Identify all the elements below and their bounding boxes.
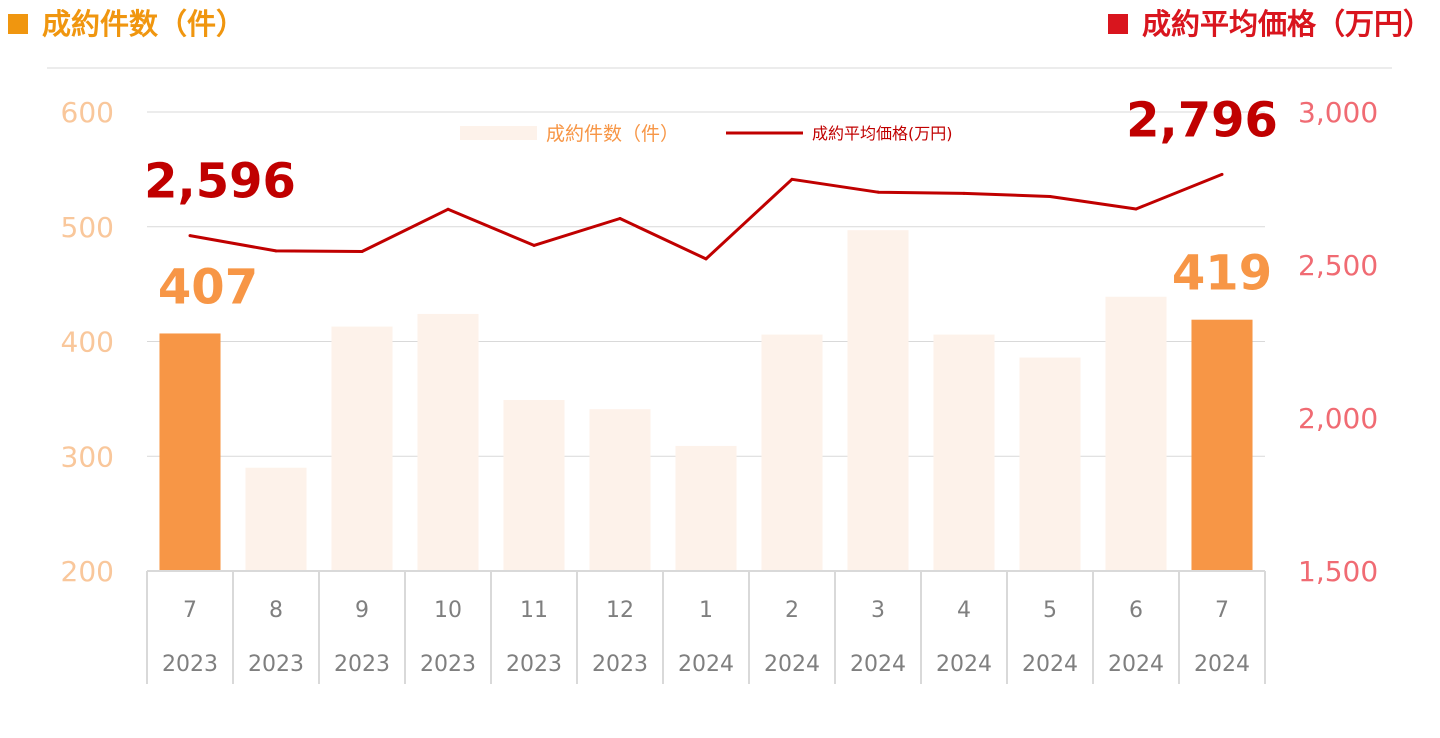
bar	[589, 409, 651, 571]
x-tick-year: 2024	[850, 652, 906, 677]
left-axis-tick: 200	[61, 555, 114, 588]
x-tick-year: 2024	[1194, 652, 1250, 677]
right-axis-tick: 2,000	[1298, 402, 1378, 435]
x-tick-month: 10	[434, 598, 462, 623]
x-tick-month: 7	[1215, 598, 1229, 623]
left-axis-tick: 300	[61, 440, 114, 473]
count-title-text: 成約件数（件）	[42, 7, 246, 41]
line-point	[704, 257, 708, 261]
line-point	[962, 191, 966, 195]
price-data-label: 2,796	[1126, 92, 1278, 148]
legend-bar-label: 成約件数（件）	[546, 123, 679, 145]
price-series-line	[189, 173, 1223, 261]
x-tick-year: 2023	[420, 652, 476, 677]
x-tick-month: 3	[871, 598, 885, 623]
x-tick-month: 4	[957, 598, 971, 623]
left-axis-tick: 600	[61, 96, 114, 129]
count-data-label: 407	[158, 259, 258, 315]
x-tick-month: 6	[1129, 598, 1143, 623]
count-title: 成約件数（件）	[8, 4, 245, 44]
x-tick-month: 9	[355, 598, 369, 623]
x-tick-month: 8	[269, 598, 283, 623]
count-data-label: 419	[1172, 246, 1272, 302]
x-tick-month: 7	[183, 598, 197, 623]
x-tick-year: 2024	[1108, 652, 1164, 677]
price-data-label: 2,596	[144, 154, 296, 210]
line-point	[790, 177, 794, 181]
x-tick-year: 2024	[1022, 652, 1078, 677]
bar	[331, 326, 393, 571]
bar	[675, 445, 737, 571]
line-point	[446, 207, 450, 211]
line-point	[360, 250, 364, 254]
bar	[245, 467, 307, 571]
line-point	[1134, 207, 1138, 211]
x-tick-month: 1	[699, 598, 713, 623]
x-tick-year: 2023	[592, 652, 648, 677]
right-axis-tick: 1,500	[1298, 555, 1378, 588]
count-title-swatch	[8, 14, 28, 34]
bar	[159, 333, 221, 571]
right-axis-tick: 3,000	[1298, 96, 1378, 129]
line-point	[188, 234, 192, 238]
bar	[933, 334, 995, 571]
line-point	[274, 249, 278, 253]
x-tick-year: 2024	[678, 652, 734, 677]
price-title-text: 成約平均価格（万円）	[1141, 7, 1432, 41]
bar	[1019, 357, 1081, 571]
bar	[417, 313, 479, 571]
bar	[1191, 319, 1253, 571]
bar	[847, 230, 909, 571]
line-point	[876, 190, 880, 194]
legend-line-label: 成約平均価格(万円)	[812, 124, 953, 143]
price-title-swatch	[1107, 14, 1128, 34]
x-tick-year: 2023	[506, 652, 562, 677]
x-tick-year: 2023	[162, 652, 218, 677]
bar	[761, 334, 823, 571]
x-tick-month: 2	[785, 598, 799, 623]
right-axis-tick: 2,500	[1298, 249, 1378, 282]
x-tick-month: 12	[606, 598, 634, 623]
legend-bar-swatch	[460, 126, 537, 140]
price-title: 成約平均価格（万円）	[1107, 4, 1432, 44]
line-point	[532, 243, 536, 247]
line-point	[1048, 194, 1052, 198]
x-tick-year: 2024	[764, 652, 820, 677]
line-point	[618, 216, 622, 220]
line-point	[1220, 172, 1224, 176]
x-tick-month: 5	[1043, 598, 1057, 623]
x-tick-year: 2023	[334, 652, 390, 677]
x-tick-month: 11	[520, 598, 548, 623]
x-tick-year: 2024	[936, 652, 992, 677]
x-tick-year: 2023	[248, 652, 304, 677]
left-axis-tick: 500	[61, 211, 114, 244]
left-axis-tick: 400	[61, 326, 114, 359]
bar	[1105, 296, 1167, 571]
bar	[503, 400, 565, 571]
